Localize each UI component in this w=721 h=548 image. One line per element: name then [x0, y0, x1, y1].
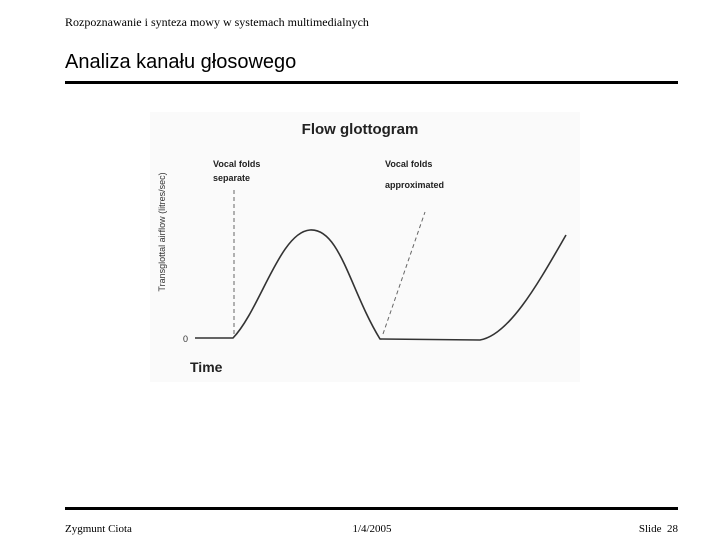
flow-curve — [195, 229, 567, 341]
figure-title: Flow glottogram — [302, 121, 419, 138]
header-rule — [65, 81, 678, 84]
footer-rule — [65, 507, 678, 510]
footer-slide: Slide 28 — [639, 523, 679, 535]
footer-author: Zygmunt Ciota — [65, 523, 132, 535]
figure-background — [150, 112, 580, 382]
y-axis-label: Transglottal airflow (litres/sec) — [157, 172, 167, 291]
x-axis-label: Time — [190, 359, 223, 375]
footer-date: 1/4/2005 — [352, 523, 392, 535]
annotation: approximated — [385, 180, 444, 190]
zero-label: 0 — [183, 334, 188, 344]
slide-title: Analiza kanału głosowego — [65, 51, 296, 73]
course-name: Rozpoznawanie i synteza mowy w systemach… — [65, 15, 369, 29]
dashed-pointer — [382, 211, 426, 335]
annotation: separate — [213, 173, 250, 183]
annotation: Vocal folds — [385, 159, 432, 169]
figure: Flow glottogram Transglottal airflow (li… — [150, 112, 580, 382]
annotation: Vocal folds — [213, 159, 260, 169]
